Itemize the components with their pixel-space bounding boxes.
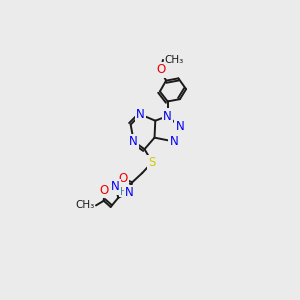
Text: N: N (125, 186, 134, 199)
Text: H: H (120, 187, 128, 196)
Text: N: N (136, 108, 145, 121)
Text: CH₃: CH₃ (164, 55, 184, 65)
Text: N: N (129, 135, 138, 148)
Text: N: N (176, 120, 184, 134)
Text: CH₃: CH₃ (75, 200, 94, 210)
Text: N: N (111, 180, 120, 194)
Text: N: N (169, 135, 178, 148)
Text: N: N (163, 110, 172, 123)
Text: O: O (100, 184, 109, 196)
Text: O: O (156, 63, 165, 76)
Text: H: H (125, 187, 133, 197)
Text: S: S (148, 156, 156, 169)
Text: O: O (118, 172, 128, 185)
